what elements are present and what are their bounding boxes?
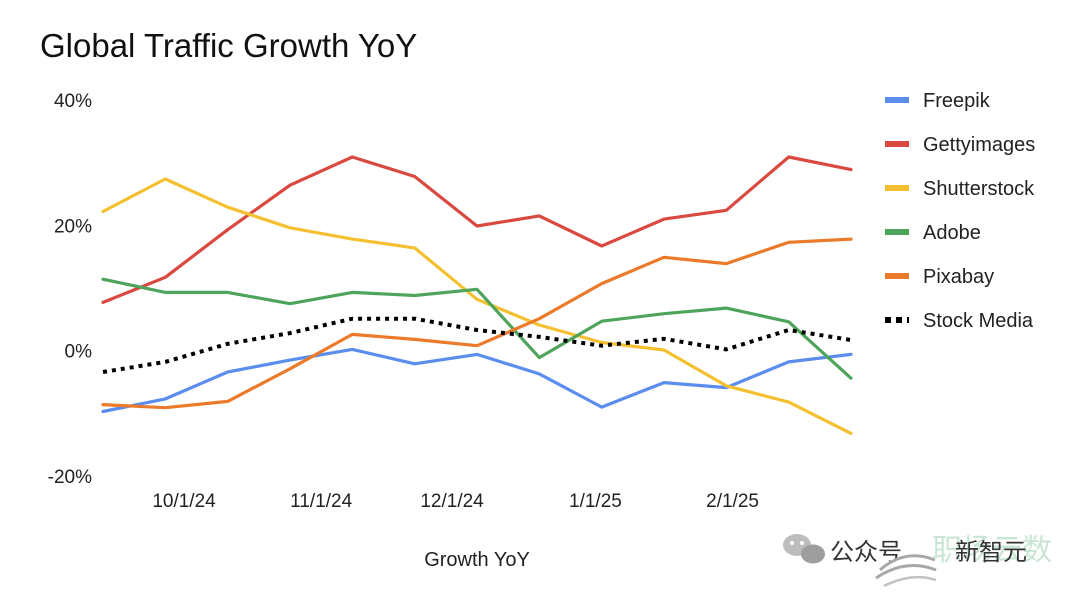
series-lines: [101, 155, 853, 435]
watermark: 公众号 职场云数 新智元: [783, 534, 1052, 588]
y-tick-label: -20%: [48, 467, 92, 488]
x-axis-tick-labels: 10/1/24 11/1/24 12/1/24 1/1/25 2/1/25: [152, 491, 759, 512]
wechat-icon: [783, 534, 825, 564]
series-line-pixabay: [101, 237, 853, 410]
legend-swatch: [885, 273, 909, 279]
legend-label: Freepik: [923, 90, 991, 112]
legend-swatch: [885, 97, 909, 103]
legend-label: Adobe: [923, 222, 981, 244]
y-tick-label: 40%: [54, 91, 92, 112]
legend: Freepik Gettyimages Shutterstock Adobe Pixab…: [885, 90, 1035, 332]
y-tick-label: 20%: [54, 216, 92, 237]
series-line-freepik: [101, 347, 853, 414]
watermark-brand-text: 新智元: [955, 539, 1027, 566]
legend-label: Gettyimages: [923, 134, 1035, 156]
legend-label: Stock Media: [923, 310, 1034, 332]
x-tick-label: 11/1/24: [290, 491, 352, 512]
y-tick-label: 0%: [65, 342, 93, 363]
series-line-stock-media: [102, 316, 852, 374]
legend-swatch: [885, 141, 909, 147]
legend-label: Pixabay: [923, 266, 994, 288]
y-axis-tick-labels: 40% 20% 0% -20%: [48, 91, 92, 488]
x-tick-label: 10/1/24: [152, 491, 216, 512]
legend-swatch: [885, 185, 909, 191]
legend-label: Shutterstock: [923, 178, 1035, 200]
x-tick-label: 1/1/25: [569, 491, 622, 512]
series-line-adobe: [101, 277, 853, 380]
watermark-faint-text: 职场云数: [932, 534, 1052, 567]
series-line-shutterstock: [101, 177, 853, 435]
chart-title: Global Traffic Growth YoY: [40, 27, 417, 64]
x-axis-label: Growth YoY: [424, 549, 530, 571]
brand-logo-icon: [875, 554, 937, 588]
x-tick-label: 2/1/25: [706, 491, 759, 512]
legend-swatch: [885, 229, 909, 235]
series-line-gettyimages: [101, 155, 853, 304]
x-tick-label: 12/1/24: [420, 491, 484, 512]
